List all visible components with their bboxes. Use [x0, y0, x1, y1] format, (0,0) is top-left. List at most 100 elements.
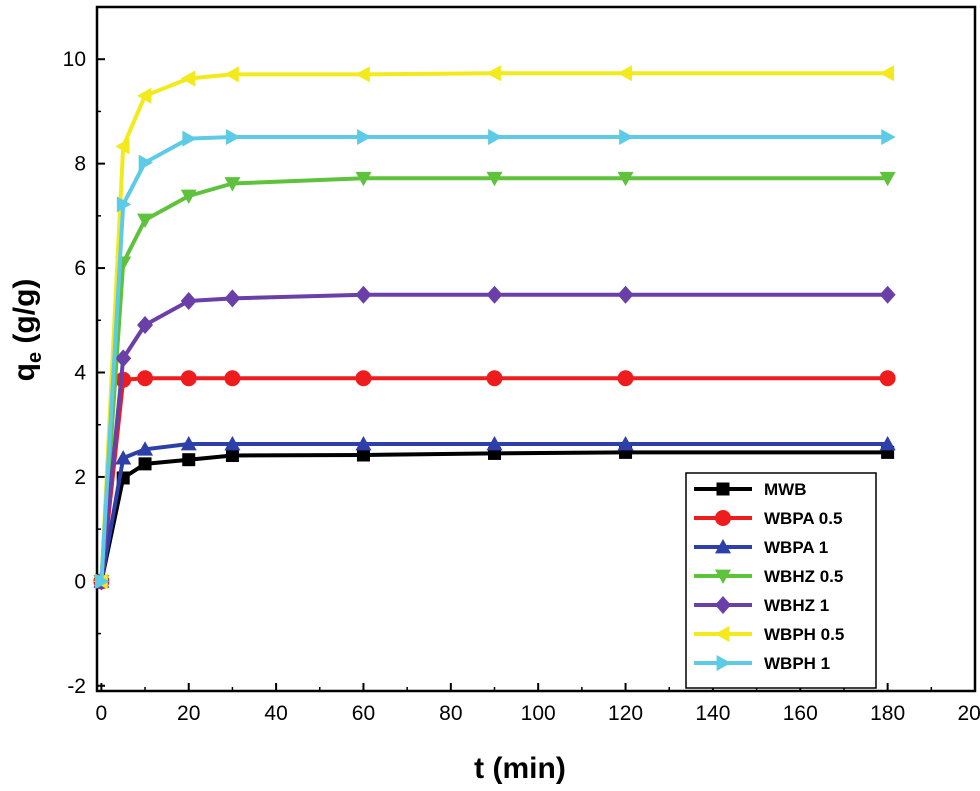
legend-swatch-marker	[716, 655, 731, 671]
legend-label: WBPH 0.5	[764, 625, 844, 644]
data-point	[879, 171, 896, 187]
y-axis-ticks: -2 0 2 4 6 8 10	[63, 48, 105, 698]
y-axis-title-subscript: e	[24, 352, 46, 363]
data-point	[355, 370, 372, 387]
data-point	[617, 285, 634, 304]
y-tick-label: 6	[74, 257, 86, 280]
legend: MWB WBPA 0.5 WBPA 1 WBHZ 0.5 WBHZ 1 WBPH 0.5 W…	[685, 472, 877, 689]
data-point	[357, 129, 372, 146]
data-point	[356, 448, 370, 462]
data-point	[879, 370, 896, 387]
legend-swatch-marker	[715, 626, 730, 642]
data-point	[115, 349, 132, 368]
data-point	[116, 196, 132, 213]
x-axis-ticks: 0 20 40 60 80 100 120 140 160 180 200	[96, 683, 980, 725]
plot-frame	[95, 5, 977, 693]
data-point	[115, 450, 132, 465]
legend-label: WBPA 1	[764, 538, 828, 557]
legend-label: WBHZ 0.5	[764, 567, 843, 586]
data-point	[486, 436, 503, 451]
x-tick-label: 180	[870, 702, 905, 725]
data-point	[138, 457, 152, 471]
legend-swatch-marker	[715, 539, 731, 554]
x-tick-label: 80	[439, 702, 462, 725]
series-wbpa-1	[93, 436, 896, 588]
data-point	[224, 436, 241, 451]
data-point	[180, 70, 196, 87]
data-point	[224, 177, 241, 192]
data-point	[137, 441, 154, 456]
legend-item: MWB	[694, 480, 806, 499]
x-tick-label: 60	[352, 702, 375, 725]
data-point	[617, 370, 634, 387]
x-tick-label: 0	[96, 702, 108, 725]
data-point	[488, 129, 503, 146]
x-tick-label: 40	[264, 702, 287, 725]
data-point	[486, 65, 501, 82]
legend-swatch-marker	[715, 510, 731, 526]
data-point	[138, 154, 154, 171]
data-point	[180, 436, 197, 451]
data-point	[94, 573, 110, 590]
data-point	[486, 285, 503, 304]
data-point	[226, 129, 241, 146]
x-tick-label: 100	[521, 702, 556, 725]
legend-label: WBPH 1	[764, 654, 830, 673]
legend-box	[685, 472, 877, 689]
data-point	[180, 189, 197, 205]
series-wbpa-0-5	[93, 370, 896, 590]
y-tick-label: -2	[67, 675, 86, 698]
data-point	[355, 66, 370, 83]
legend-swatch-marker	[716, 482, 730, 496]
data-point	[881, 129, 896, 146]
x-tick-label: 120	[608, 702, 643, 725]
series-wbph-1	[94, 129, 896, 590]
legend-item: WBHZ 1	[694, 596, 829, 615]
data-point	[486, 171, 503, 187]
legend-item: WBPA 1	[694, 538, 828, 557]
data-point	[355, 436, 372, 451]
y-axis-title-unit: (g/g)	[8, 279, 41, 352]
data-point	[486, 370, 503, 387]
data-point	[617, 171, 634, 187]
data-point	[182, 130, 197, 147]
legend-label: MWB	[764, 480, 806, 499]
legend-swatch-marker	[715, 569, 731, 584]
legend-label: WBHZ 1	[764, 596, 829, 615]
y-tick-label: 0	[74, 570, 86, 593]
x-tick-label: 200	[957, 702, 980, 725]
data-point	[355, 285, 372, 304]
y-tick-label: 10	[63, 48, 86, 71]
data-point	[617, 65, 632, 82]
y-axis-title-main: q	[8, 363, 41, 381]
svg-text:qe (g/g): qe (g/g)	[8, 279, 46, 382]
data-point	[879, 285, 896, 304]
series-wbhz-1	[93, 285, 896, 591]
data-point	[879, 436, 896, 451]
data-point	[182, 453, 196, 467]
data-point	[619, 129, 634, 146]
series-layer	[93, 65, 896, 591]
data-point	[225, 449, 239, 463]
legend-item: WBPA 0.5	[694, 509, 842, 528]
data-point	[137, 87, 152, 104]
data-point	[180, 291, 197, 310]
x-tick-label: 20	[177, 702, 200, 725]
y-tick-label: 4	[74, 361, 86, 384]
legend-swatch-marker	[715, 596, 731, 614]
y-tick-label: 2	[74, 466, 86, 489]
data-point	[224, 66, 239, 83]
legend-item: WBHZ 0.5	[694, 567, 843, 586]
legend-label: WBPA 0.5	[764, 509, 842, 528]
legend-item: WBPH 0.5	[694, 625, 844, 644]
y-axis-title: qe (g/g)	[8, 279, 46, 382]
data-point	[137, 213, 154, 229]
y-tick-label: 8	[74, 153, 86, 176]
x-tick-label: 140	[695, 702, 730, 725]
legend-item: WBPH 1	[694, 654, 830, 673]
data-point	[137, 370, 154, 387]
data-point	[180, 370, 197, 387]
x-tick-label: 160	[783, 702, 818, 725]
x-axis-title: t (min)	[474, 752, 566, 785]
